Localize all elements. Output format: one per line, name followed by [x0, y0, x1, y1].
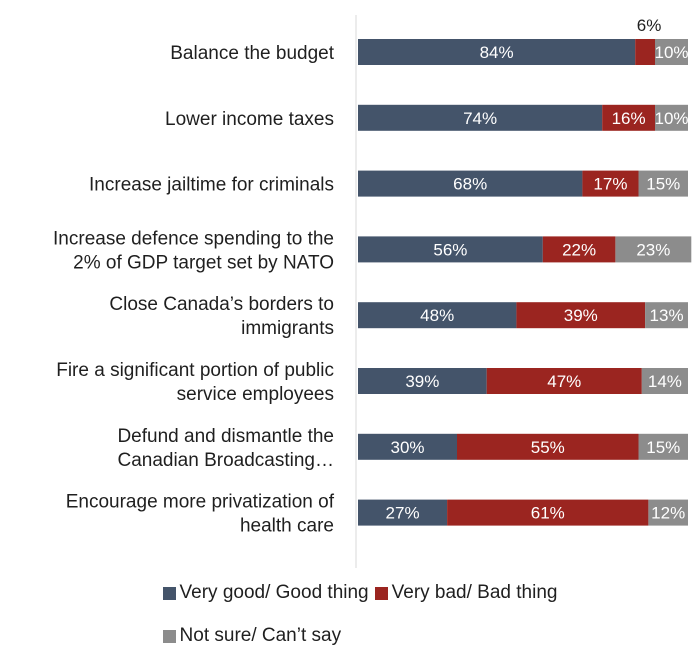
legend-swatch-not-sure — [162, 629, 176, 643]
bar-segment — [635, 39, 655, 65]
legend-label-very-good: Very good/ Good thing — [179, 582, 369, 603]
category-label: 2% of GDP target set by NATO — [73, 252, 334, 273]
bar-value-label: 10% — [654, 43, 688, 62]
bar-value-label: 16% — [612, 109, 646, 128]
bar-value-label: 17% — [593, 175, 627, 194]
bar-segment — [457, 433, 639, 460]
bar-value-label: 27% — [386, 504, 420, 523]
bar-segment — [486, 368, 642, 394]
bar-value-label: 55% — [531, 438, 565, 457]
bar-segment — [516, 302, 646, 329]
bar-value-label: 68% — [453, 175, 487, 194]
bar-segment — [638, 170, 688, 197]
bar-segment — [358, 170, 583, 197]
bar-value-label: 6% — [637, 16, 662, 35]
category-label: Lower income taxes — [165, 109, 334, 130]
bar-value-label: 14% — [648, 372, 682, 391]
legend-label-very-bad: Very bad/ Bad thing — [391, 582, 558, 603]
bar-value-label: 74% — [463, 109, 497, 128]
category-label: Defund and dismantle the — [117, 426, 334, 447]
bar-segment — [582, 170, 639, 197]
bar-value-label: 30% — [390, 438, 424, 457]
bar-segment — [358, 368, 487, 394]
legend-label-not-sure: Not sure/ Can’t say — [179, 625, 342, 646]
bar-segment — [358, 236, 543, 263]
bar-segment — [358, 39, 636, 65]
bar-segment — [542, 236, 616, 263]
legend-swatch-very-bad — [374, 586, 388, 600]
bar-value-label: 84% — [480, 43, 514, 62]
bar-value-label: 48% — [420, 306, 454, 325]
bar-value-label: 13% — [650, 306, 684, 325]
bar-value-label: 39% — [405, 372, 439, 391]
bar-value-label: 56% — [433, 240, 467, 259]
bar-value-label: 23% — [636, 240, 670, 259]
bar-segment — [638, 433, 688, 460]
category-label: service employees — [177, 384, 334, 405]
bar-value-label: 61% — [531, 504, 565, 523]
bar-value-label: 22% — [562, 240, 596, 259]
category-label: Canadian Broadcasting… — [117, 450, 334, 471]
category-label: Encourage more privatization of — [66, 492, 335, 513]
bar-value-label: 10% — [654, 109, 688, 128]
bar-segment — [645, 302, 688, 329]
bar-segment — [641, 368, 688, 394]
legend-item-very-bad: Very bad/ Bad thing — [374, 582, 558, 604]
category-label: Increase jailtime for criminals — [89, 175, 334, 196]
bar-value-label: 15% — [646, 438, 680, 457]
bar-segment — [358, 499, 448, 526]
bar-value-label: 12% — [651, 504, 685, 523]
legend-item-very-good: Very good/ Good thing — [162, 582, 369, 604]
bar-value-label: 15% — [646, 175, 680, 194]
category-label: health care — [240, 516, 334, 537]
bar-segment — [648, 499, 688, 526]
category-label: Increase defence spending to the — [53, 228, 334, 249]
bar-segment — [358, 302, 517, 329]
bar-segment — [602, 104, 655, 131]
bar-segment — [615, 236, 692, 263]
legend-item-not-sure: Not sure/ Can’t say — [162, 625, 342, 647]
bar-segment — [655, 39, 688, 65]
bar-segment — [655, 104, 688, 131]
bar-value-label: 47% — [547, 372, 581, 391]
category-label: immigrants — [241, 318, 334, 339]
category-label: Close Canada’s borders to — [109, 294, 334, 315]
bar-segment — [358, 433, 457, 460]
category-label: Fire a significant portion of public — [56, 360, 334, 381]
bar-value-label: 39% — [564, 306, 598, 325]
legend-swatch-very-good — [162, 586, 176, 600]
category-label: Balance the budget — [170, 43, 334, 64]
bar-segment — [358, 104, 603, 131]
bar-segment — [447, 499, 649, 526]
